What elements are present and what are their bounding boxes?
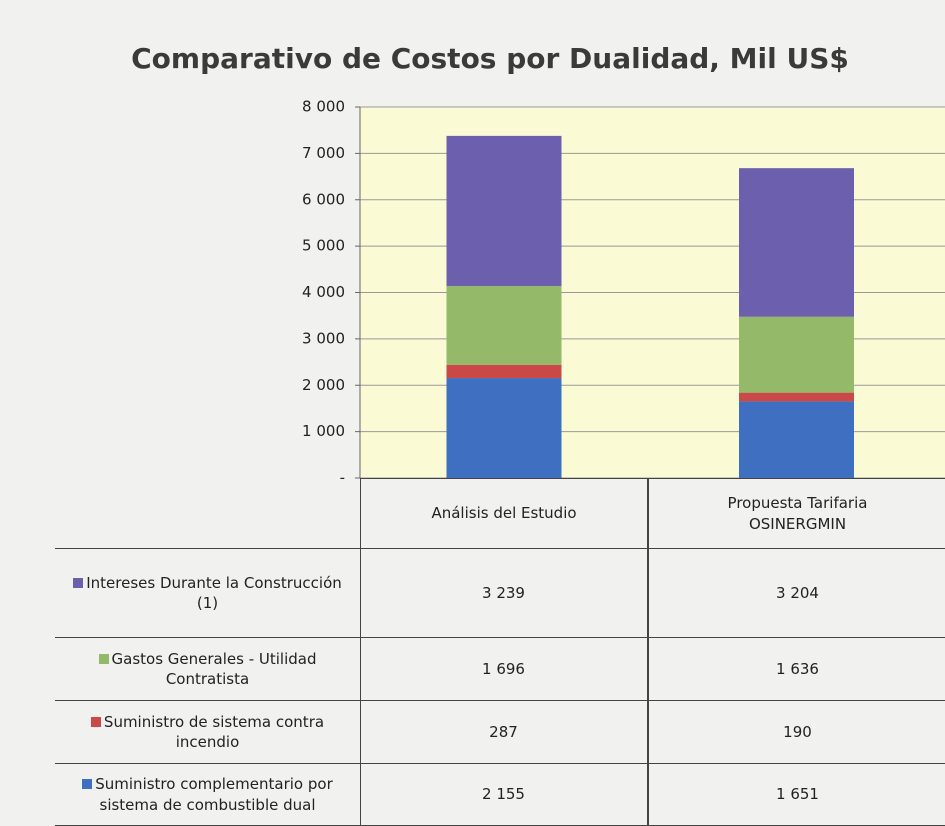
value-label: 3 239 bbox=[360, 548, 648, 638]
y-tick-label: 5 000 bbox=[302, 237, 345, 255]
legend-entry: Gastos Generales - Utilidad Contratista bbox=[61, 649, 354, 690]
value-label: 2 155 bbox=[360, 763, 648, 826]
legend-cell: Suministro de sistema contra incendio bbox=[55, 700, 361, 764]
bar-segment bbox=[446, 286, 562, 365]
legend-swatch bbox=[73, 577, 84, 588]
chart-title: Comparativo de Costos por Dualidad, Mil … bbox=[131, 42, 849, 75]
y-tick-label: - bbox=[340, 469, 345, 487]
bar-segment bbox=[739, 316, 854, 393]
legend-label: Suministro complementario por sistema de… bbox=[95, 775, 333, 814]
y-tick-label: 3 000 bbox=[302, 329, 345, 347]
bar-segment bbox=[739, 392, 854, 402]
legend-entry: Suministro complementario por sistema de… bbox=[61, 774, 354, 815]
legend-cell: Suministro complementario por sistema de… bbox=[55, 763, 361, 826]
legend-entry: Intereses Durante la Construcción (1) bbox=[61, 573, 354, 614]
bar-segment bbox=[739, 401, 854, 478]
legend-entry: Suministro de sistema contra incendio bbox=[61, 712, 354, 753]
category-label: Análisis del Estudio bbox=[360, 478, 648, 549]
bar-segment bbox=[739, 168, 854, 317]
legend-cell: Intereses Durante la Construcción (1) bbox=[55, 548, 361, 638]
y-tick-label: 4 000 bbox=[302, 283, 345, 301]
legend-swatch bbox=[98, 653, 109, 664]
y-tick-label: 1 000 bbox=[302, 422, 345, 440]
value-label: 3 204 bbox=[648, 548, 945, 638]
legend-label: Intereses Durante la Construcción (1) bbox=[86, 573, 342, 612]
y-tick-label: 2 000 bbox=[302, 376, 345, 394]
bar-segment bbox=[446, 135, 562, 287]
category-label: Propuesta Tarifaria OSINERGMIN bbox=[648, 478, 945, 549]
legend-label: Suministro de sistema contra incendio bbox=[103, 712, 325, 751]
legend-cell: Gastos Generales - Utilidad Contratista bbox=[55, 637, 361, 701]
legend-label: Gastos Generales - Utilidad Contratista bbox=[111, 649, 317, 688]
legend-swatch bbox=[90, 716, 101, 727]
value-label: 1 651 bbox=[648, 763, 945, 826]
bar-segment bbox=[446, 378, 562, 478]
legend-swatch bbox=[82, 779, 93, 790]
y-tick-label: 6 000 bbox=[302, 190, 345, 208]
value-label: 1 696 bbox=[360, 637, 648, 701]
value-label: 190 bbox=[648, 700, 945, 764]
value-label: 1 636 bbox=[648, 637, 945, 701]
bar-segment bbox=[446, 364, 562, 379]
y-tick-label: 8 000 bbox=[302, 98, 345, 116]
y-tick-label: 7 000 bbox=[302, 144, 345, 162]
value-label: 287 bbox=[360, 700, 648, 764]
